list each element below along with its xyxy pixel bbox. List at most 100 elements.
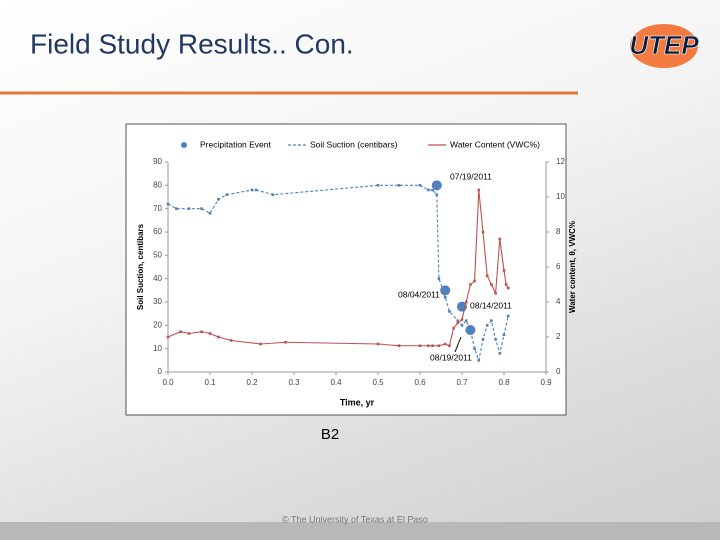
x-tick-label: 0.4 xyxy=(330,378,342,387)
series-point xyxy=(187,207,191,210)
series-point xyxy=(166,335,170,339)
x-tick-label: 0.2 xyxy=(246,378,258,387)
series-point xyxy=(448,310,451,313)
series-point xyxy=(460,324,464,327)
series-point xyxy=(376,342,380,346)
x-tick-label: 0.6 xyxy=(414,378,426,387)
series-line xyxy=(167,189,509,347)
series-point xyxy=(490,319,493,322)
legend-label: Soil Suction (centibars) xyxy=(310,139,398,149)
logo: UTEP xyxy=(629,30,699,60)
series-point xyxy=(437,344,441,348)
series-point xyxy=(456,319,460,322)
series-point xyxy=(397,184,401,187)
x-tick-label: 0.1 xyxy=(204,378,216,387)
series-point xyxy=(187,332,191,335)
x-tick-label: 0.8 xyxy=(498,378,510,387)
series-point xyxy=(448,344,451,348)
y-tick-label: 30 xyxy=(153,297,162,306)
series-point xyxy=(494,291,497,295)
series-point xyxy=(225,193,229,196)
annotation-arrow xyxy=(454,336,462,353)
series-point xyxy=(506,286,510,290)
y-axis-label: Soil Suction, centibars xyxy=(136,223,145,310)
series-point xyxy=(477,359,481,362)
y-tick-label: 50 xyxy=(153,250,162,259)
footer: © The University of Texas at El Paso xyxy=(282,514,428,524)
series-point xyxy=(469,328,472,332)
series-point xyxy=(431,188,434,192)
series-point xyxy=(166,202,170,206)
y2-tick-label: 4 xyxy=(556,297,561,306)
series-point xyxy=(217,198,220,201)
series-line xyxy=(167,184,509,363)
x-tick-label: 0.5 xyxy=(372,378,384,387)
y2-tick-label: 6 xyxy=(556,262,561,271)
y-tick-label: 80 xyxy=(153,180,162,189)
y-tick-label: 40 xyxy=(153,274,162,283)
series-point xyxy=(464,300,468,304)
y2-tick-label: 8 xyxy=(556,227,561,236)
chart-frame xyxy=(125,123,567,416)
series-point xyxy=(502,269,506,272)
series-point xyxy=(464,319,468,322)
y2-tick-label: 10 xyxy=(556,192,565,201)
y-tick-label: 20 xyxy=(153,320,162,329)
series-point xyxy=(469,283,472,286)
series-point xyxy=(498,237,502,241)
series-point xyxy=(494,338,497,341)
series-point xyxy=(200,330,203,334)
x-tick-label: 0.0 xyxy=(162,378,174,387)
series-point xyxy=(200,207,203,210)
series-point xyxy=(452,326,455,330)
series-point xyxy=(431,344,434,348)
legend-label: Water Content (VWC%) xyxy=(450,139,540,149)
series-point xyxy=(443,296,447,299)
series-point xyxy=(376,184,380,187)
annotation: 07/19/2011 xyxy=(450,171,492,181)
y-tick-label: 10 xyxy=(153,344,162,353)
series-point xyxy=(427,344,430,348)
series-point xyxy=(456,321,460,325)
series-point xyxy=(179,330,182,334)
series-point xyxy=(460,318,464,321)
series-point xyxy=(437,277,441,280)
x-axis-label: Time, yr xyxy=(340,397,375,407)
legend-marker xyxy=(181,142,187,148)
series-point xyxy=(208,332,212,335)
series-point xyxy=(217,335,220,339)
series-point xyxy=(498,352,502,355)
series-point xyxy=(427,188,430,192)
series-point xyxy=(481,338,485,341)
y-tick-label: 60 xyxy=(153,227,162,236)
annotation: 08/19/2011 xyxy=(430,352,472,362)
footer-band xyxy=(0,522,720,540)
y2-tick-label: 2 xyxy=(556,332,561,341)
series-point xyxy=(506,314,510,318)
series-point xyxy=(473,347,476,350)
series-point xyxy=(490,283,493,286)
series-point xyxy=(435,193,439,196)
y2-tick-label: 12 xyxy=(556,157,565,166)
series-point xyxy=(271,193,275,196)
slide-title: Field Study Results.. Con. xyxy=(30,28,354,59)
series-point xyxy=(473,279,476,283)
precipitation-point xyxy=(431,180,442,191)
y-tick-label: 70 xyxy=(153,204,162,213)
caption: B2 xyxy=(321,426,339,443)
series-point xyxy=(175,207,178,210)
y-tick-label: 90 xyxy=(153,157,162,166)
y2-tick-label: 0 xyxy=(556,367,561,376)
series-point xyxy=(208,212,212,215)
series-point xyxy=(284,340,287,344)
y2-axis-label: Water content, θ, VWC% xyxy=(568,221,577,313)
series-point xyxy=(485,274,489,278)
series-point xyxy=(504,283,508,286)
series-point xyxy=(481,230,485,234)
series-point xyxy=(477,188,481,192)
series-point xyxy=(485,324,489,327)
precipitation-point xyxy=(440,285,451,296)
series-point xyxy=(250,188,254,192)
